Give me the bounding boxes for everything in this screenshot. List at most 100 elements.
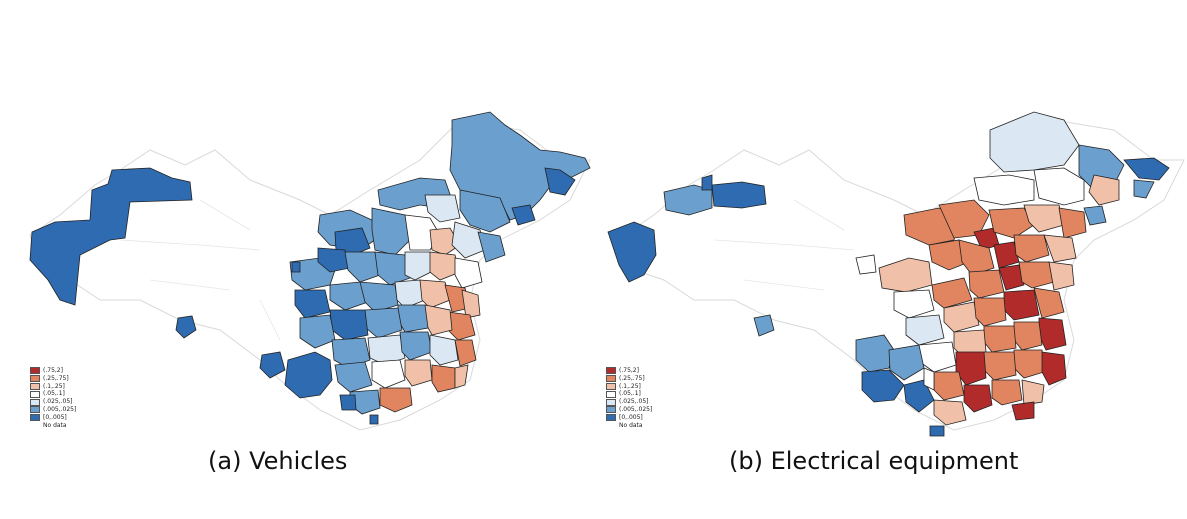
region (955, 351, 987, 386)
region (451, 221, 486, 259)
legend-swatch (606, 414, 616, 422)
region (329, 281, 369, 311)
country-outline (29, 119, 591, 431)
region (1038, 317, 1067, 351)
region (461, 289, 481, 319)
region (364, 307, 403, 339)
region (943, 301, 980, 333)
region (339, 394, 357, 411)
legend-label: (.75,2] (619, 367, 639, 374)
region (929, 425, 945, 437)
region (991, 379, 1023, 406)
legend-label: (.75,2] (43, 367, 63, 374)
region (424, 194, 461, 223)
region (329, 309, 369, 341)
region (933, 399, 967, 426)
legend-label: (.25,.75] (619, 374, 645, 382)
region (291, 261, 301, 273)
legend-label: (.005,.025] (619, 405, 653, 413)
legend-label: (.05,.1] (619, 390, 641, 398)
legend-item: (.75,2] (30, 367, 76, 375)
region (29, 167, 193, 306)
legend-label: (.05,.1] (43, 390, 65, 398)
legend-item: (.1,.25] (30, 383, 76, 391)
region (928, 239, 970, 271)
region (607, 221, 657, 283)
legend-item: (.05,.1] (606, 390, 652, 398)
region (905, 314, 945, 346)
region (1041, 351, 1067, 386)
legend-swatch (606, 382, 616, 390)
legend-swatch (606, 406, 616, 414)
legend-swatch (606, 375, 616, 383)
region (371, 359, 406, 389)
legend-label: (.1,.25] (619, 382, 641, 390)
choropleth-map-vehicles (29, 111, 591, 431)
region (399, 331, 433, 361)
region (299, 314, 336, 349)
region (1058, 207, 1087, 239)
region (424, 304, 453, 336)
region (1021, 379, 1045, 406)
region (404, 251, 436, 281)
region (1011, 401, 1035, 421)
legend-swatch (30, 382, 40, 390)
region (429, 334, 459, 366)
region (973, 297, 1007, 327)
region (893, 289, 935, 319)
legend-item: (.75,2] (606, 367, 652, 375)
region (431, 364, 456, 393)
legend-item: [0,.005] (606, 414, 652, 422)
legend-label: [0,.005] (43, 413, 67, 421)
region (1133, 179, 1155, 199)
region (973, 174, 1035, 206)
region (963, 384, 993, 413)
legend-label: [0,.005] (619, 413, 643, 421)
map-panel-electrical-equipment: (.75,2] (.25,.75] (.1,.25] (.05,.1] (.02… (594, 0, 1187, 519)
legend-item: (.025,.05] (606, 398, 652, 406)
region (369, 414, 379, 425)
map-panel-vehicles: (.75,2] (.25,.75] (.1,.25] (.05,.1] (.02… (0, 0, 593, 519)
region (1033, 287, 1065, 319)
country-outline (623, 119, 1185, 431)
panel-caption: (b) Electrical equipment (729, 447, 1019, 475)
region (175, 315, 197, 339)
region (454, 339, 477, 367)
legend-label: No data (43, 421, 67, 429)
region (989, 111, 1080, 173)
region (855, 334, 895, 373)
legend-swatch (30, 390, 40, 398)
region (1018, 261, 1055, 289)
region (998, 264, 1025, 291)
region (933, 371, 965, 401)
legend-label: No data (619, 421, 643, 429)
region (1023, 204, 1065, 233)
region (711, 181, 767, 209)
region (1013, 321, 1043, 351)
region (753, 314, 775, 337)
legend-item: (.005,.025] (606, 406, 652, 414)
region (294, 289, 331, 319)
legend-label: (.005,.025] (43, 405, 77, 413)
region (878, 257, 933, 293)
legend-swatch (30, 398, 40, 406)
legend-item: No data (30, 422, 76, 430)
region (1088, 174, 1120, 206)
choropleth-map-electrical-equipment (607, 111, 1185, 437)
region (1003, 289, 1040, 321)
legend-item: (.05,.1] (30, 390, 76, 398)
legend-item: (.25,.75] (606, 375, 652, 383)
legend-label: (.1,.25] (43, 382, 65, 390)
region (938, 199, 990, 239)
legend-swatch (30, 375, 40, 383)
legend-label: (.025,.05] (619, 398, 649, 406)
legend-swatch (30, 414, 40, 422)
legend-swatch-nodata (30, 422, 40, 429)
region (1033, 167, 1085, 206)
legend-swatch (606, 398, 616, 406)
region (1043, 234, 1077, 263)
legend-swatch (30, 367, 40, 375)
legend-swatch-nodata (606, 422, 616, 429)
region (371, 207, 411, 256)
region (923, 367, 935, 391)
